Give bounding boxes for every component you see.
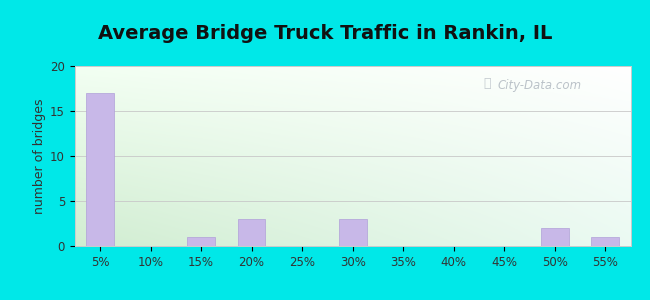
Bar xyxy=(592,237,619,246)
Text: Average Bridge Truck Traffic in Rankin, IL: Average Bridge Truck Traffic in Rankin, … xyxy=(98,24,552,43)
Text: Ⓞ: Ⓞ xyxy=(483,77,491,90)
Bar xyxy=(238,219,265,246)
Bar xyxy=(187,237,215,246)
Bar xyxy=(86,93,114,246)
Bar xyxy=(541,228,569,246)
Bar xyxy=(339,219,367,246)
Text: City-Data.com: City-Data.com xyxy=(497,79,581,92)
Y-axis label: number of bridges: number of bridges xyxy=(33,98,46,214)
